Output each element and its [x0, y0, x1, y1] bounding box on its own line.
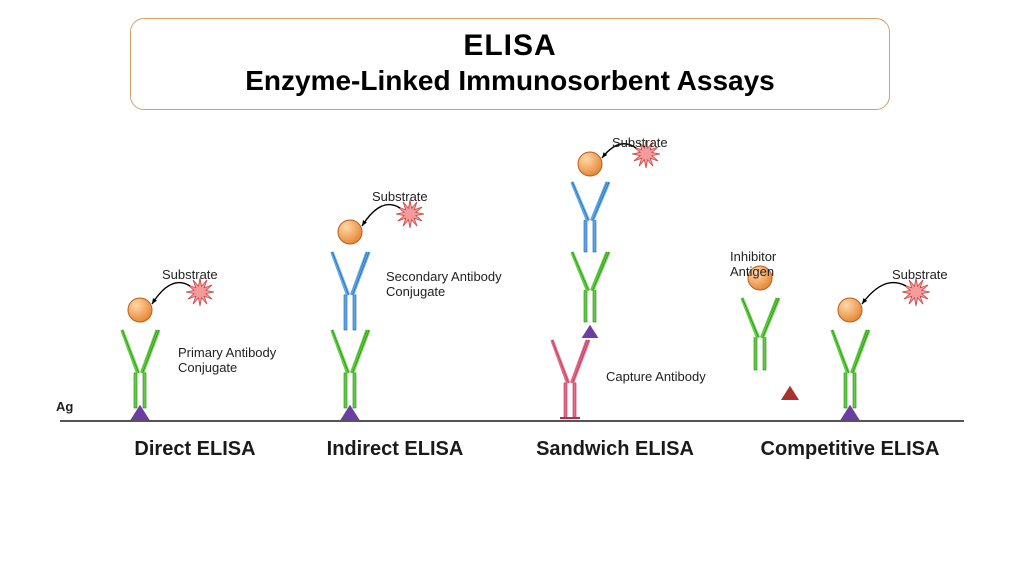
panel-label-direct-elisa: Direct ELISA	[120, 438, 270, 461]
annotation-ag: Ag	[56, 400, 73, 415]
elisa-diagram: Direct ELISA Substrate Primary Antibody Co…	[60, 150, 964, 480]
substrate-label: Substrate	[892, 268, 948, 283]
title-box: ELISA Enzyme-Linked Immunosorbent Assays	[130, 18, 890, 110]
panel-label-competitive-elisa: Competitive ELISA	[740, 438, 960, 461]
annotation-primary_conj: Primary Antibody Conjugate	[178, 346, 276, 376]
annotation-inhibitor: Inhibitor Antigen	[730, 250, 776, 280]
title-subtitle: Enzyme-Linked Immunosorbent Assays	[131, 65, 889, 97]
substrate-label: Substrate	[372, 190, 428, 205]
baseline	[60, 420, 964, 422]
substrate-label: Substrate	[162, 268, 218, 283]
substrate-label: Substrate	[612, 136, 668, 151]
panel-label-indirect-elisa: Indirect ELISA	[310, 438, 480, 461]
annotation-capture_ab: Capture Antibody	[606, 370, 706, 385]
diagram-svg	[60, 150, 964, 480]
title-main: ELISA	[131, 29, 889, 63]
panel-label-sandwich-elisa: Sandwich ELISA	[520, 438, 710, 461]
annotation-secondary_conj: Secondary Antibody Conjugate	[386, 270, 502, 300]
